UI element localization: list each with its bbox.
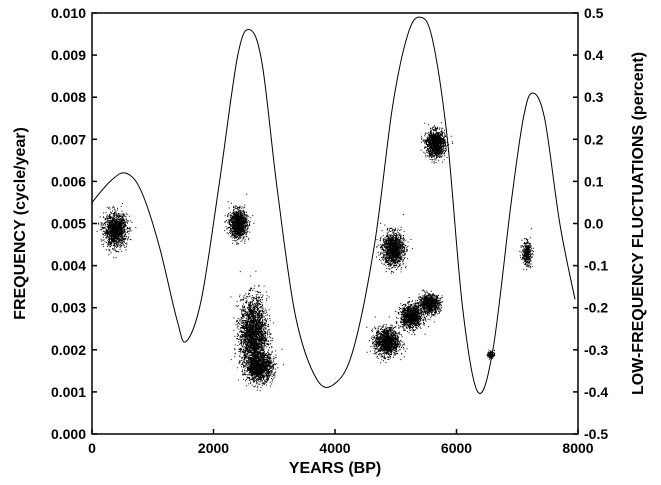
point-cluster-10 <box>519 228 534 270</box>
scatter-points-layer <box>96 122 534 392</box>
y-tick-label-6: 0.006 <box>51 173 86 189</box>
y-tick-label-10: 0.010 <box>51 5 86 21</box>
point-cluster-7 <box>395 297 435 336</box>
y-tick-label-4: 0.004 <box>51 258 86 274</box>
y2-tick-label-10: 0.5 <box>584 5 604 21</box>
x-tick-label-2000: 2000 <box>198 440 229 456</box>
y-tick-label-2: 0.002 <box>51 342 86 358</box>
point-cluster-11 <box>486 349 496 360</box>
point-cluster-1 <box>96 203 137 259</box>
y2-tick-label-7: 0.2 <box>584 131 604 147</box>
y2-tick-label-4: -0.1 <box>584 258 608 274</box>
x-axis-title: YEARS (BP) <box>289 460 381 477</box>
low-frequency-fluctuation-curve <box>91 16 576 394</box>
point-cluster-4 <box>238 343 284 392</box>
x-tick-label-8000: 8000 <box>562 440 593 456</box>
y-tick-label-5: 0.005 <box>51 216 86 232</box>
y-tick-label-0: 0.000 <box>51 426 86 442</box>
point-cluster-5 <box>376 214 413 274</box>
y-axis-title: FREQUENCY (cycle/year) <box>12 127 29 320</box>
x-tick-label-4000: 4000 <box>319 440 350 456</box>
y2-tick-label-8: 0.3 <box>584 89 604 105</box>
y2-axis-title: LOW-FREQUENCY FLUCTUATIONS (percent) <box>630 52 647 395</box>
y2-tick-label-0: -0.5 <box>584 426 608 442</box>
y-tick-label-1: 0.001 <box>51 384 86 400</box>
point-cluster-2 <box>224 193 255 245</box>
y2-tick-label-1: -0.4 <box>584 384 608 400</box>
y2-tick-label-6: 0.1 <box>584 173 604 189</box>
y2-tick-label-9: 0.4 <box>584 47 604 63</box>
y2-tick-label-5: 0.0 <box>584 216 604 232</box>
y-tick-label-7: 0.007 <box>51 131 86 147</box>
point-cluster-6 <box>366 316 408 364</box>
y-tick-label-3: 0.003 <box>51 300 86 316</box>
y-tick-label-9: 0.009 <box>51 47 86 63</box>
point-cluster-8 <box>415 289 444 321</box>
point-cluster-9 <box>420 122 453 164</box>
y-tick-label-8: 0.008 <box>51 89 86 105</box>
x-tick-label-0: 0 <box>88 440 96 456</box>
y2-tick-label-2: -0.3 <box>584 342 608 358</box>
y2-tick-label-3: -0.2 <box>584 300 608 316</box>
axis-ticks-layer: 0 2000 4000 6000 8000 0.000 0.001 0.002 0.003 0.0… <box>51 5 608 456</box>
x-tick-label-6000: 6000 <box>441 440 472 456</box>
